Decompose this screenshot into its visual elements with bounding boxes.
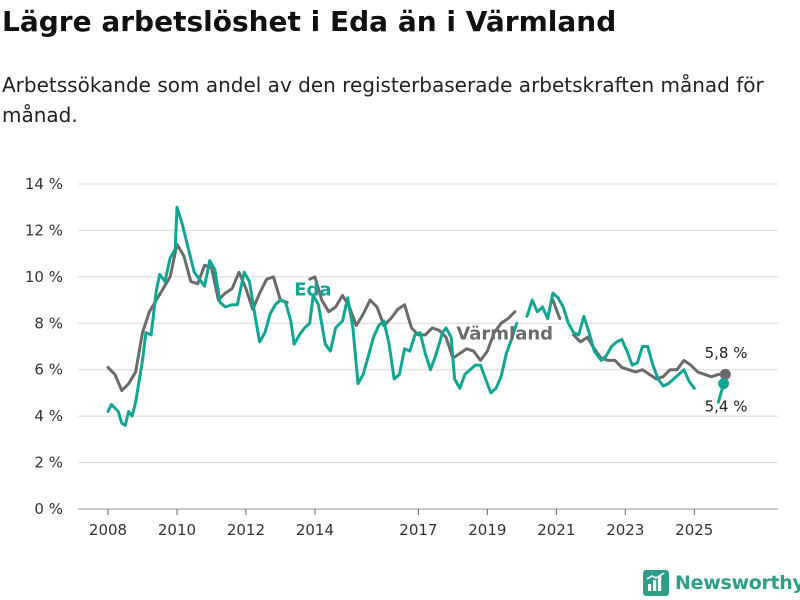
x-tick-label: 2023	[606, 521, 644, 539]
page-subtitle: Arbetssökande som andel av den registerb…	[2, 73, 764, 127]
y-tick-label: 4 %	[34, 407, 63, 425]
series-line-eda	[106, 205, 726, 427]
y-tick-label: 0 %	[34, 500, 63, 518]
series-label-varmland: Värmland	[456, 324, 553, 345]
y-tick-label: 2 %	[34, 454, 63, 472]
x-tick-label: 2010	[158, 521, 196, 539]
y-tick-label: 12 %	[25, 221, 63, 239]
y-tick-label: 14 %	[25, 175, 63, 193]
x-tick-label: 2008	[89, 521, 127, 539]
newsworthy-icon	[643, 570, 669, 596]
y-tick-label: 10 %	[25, 268, 63, 286]
x-tick-label: 2019	[468, 521, 506, 539]
x-tick-label: 2021	[537, 521, 575, 539]
x-tick-label: 2014	[296, 521, 334, 539]
x-tick-label: 2025	[675, 521, 713, 539]
series-label-eda: Eda	[294, 279, 331, 300]
end-point-v-rmland	[719, 368, 731, 380]
brand-logo: Newsworthy	[643, 567, 800, 599]
y-tick-label: 8 %	[34, 314, 63, 332]
end-point-eda	[718, 378, 730, 390]
x-tick-label: 2012	[227, 521, 265, 539]
end-label-varmland: 5,8 %	[705, 344, 748, 362]
series-line-v-rmland	[106, 242, 727, 393]
y-tick-label: 6 %	[34, 361, 63, 379]
page-title: Lägre arbetslöshet i Eda än i Värmland	[2, 5, 617, 38]
x-tick-label: 2017	[399, 521, 437, 539]
brand-name: Newsworthy	[675, 572, 800, 594]
end-label-eda: 5,4 %	[705, 398, 748, 416]
